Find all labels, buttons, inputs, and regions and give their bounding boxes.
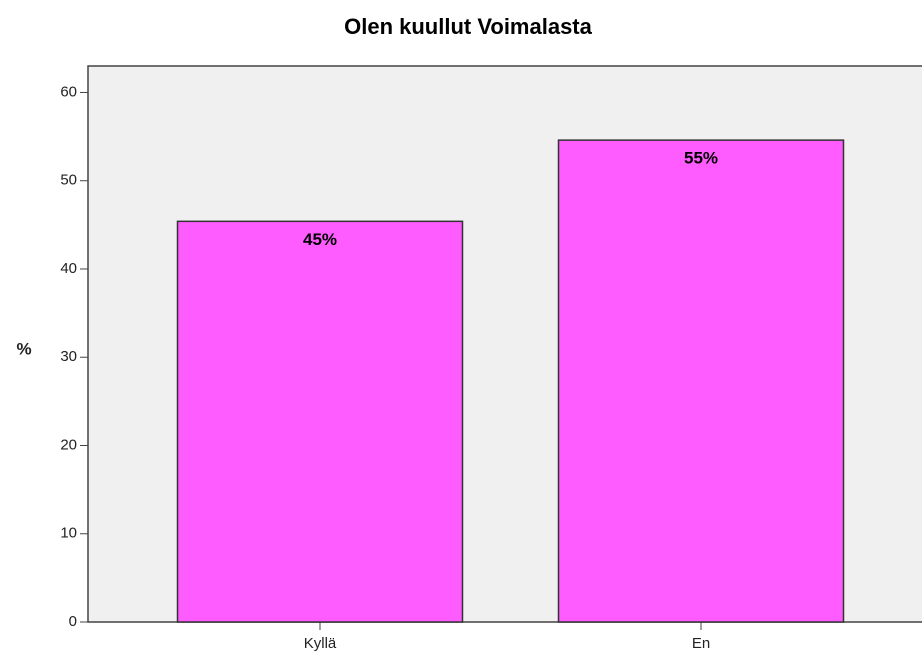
y-tick-label: 10	[60, 525, 77, 542]
y-axis-label: %	[16, 339, 31, 358]
y-tick-label: 60	[60, 83, 77, 100]
bar	[176, 220, 464, 623]
y-tick-label: 0	[69, 613, 77, 630]
value-label: 55%	[684, 149, 718, 168]
y-tick-label: 40	[60, 260, 77, 277]
y-tick-label: 30	[60, 348, 77, 365]
x-tick-label: En	[692, 635, 710, 652]
y-tick-label: 50	[60, 172, 77, 189]
y-tick-label: 20	[60, 436, 77, 453]
x-tick-label: Kyllä	[304, 635, 337, 652]
value-label: 45%	[303, 230, 337, 249]
bar	[557, 139, 845, 623]
chart-title: Olen kuullut Voimalasta	[344, 14, 593, 39]
